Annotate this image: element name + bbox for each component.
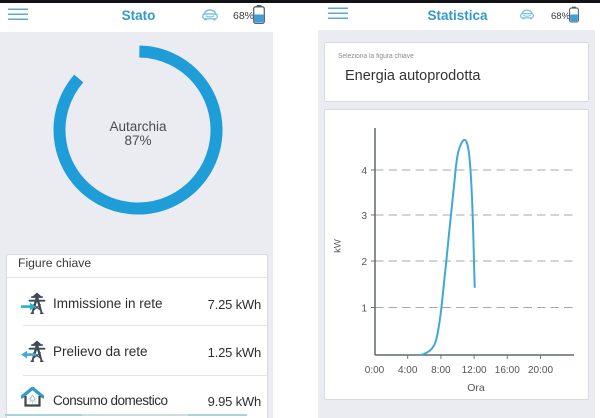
svg-text:20:00: 20:00: [528, 365, 553, 376]
svg-text:4:00: 4:00: [398, 365, 418, 376]
svg-text:2: 2: [361, 257, 367, 268]
svg-text:1: 1: [361, 304, 367, 315]
svg-text:3: 3: [361, 211, 367, 222]
svg-text:kW: kW: [333, 239, 344, 253]
svg-text:Ora: Ora: [467, 382, 485, 394]
svg-text:0:00: 0:00: [365, 365, 385, 376]
svg-text:16:00: 16:00: [495, 365, 520, 376]
svg-text:8:00: 8:00: [431, 365, 451, 376]
svg-text:12:00: 12:00: [462, 365, 487, 376]
svg-text:4: 4: [361, 166, 367, 177]
